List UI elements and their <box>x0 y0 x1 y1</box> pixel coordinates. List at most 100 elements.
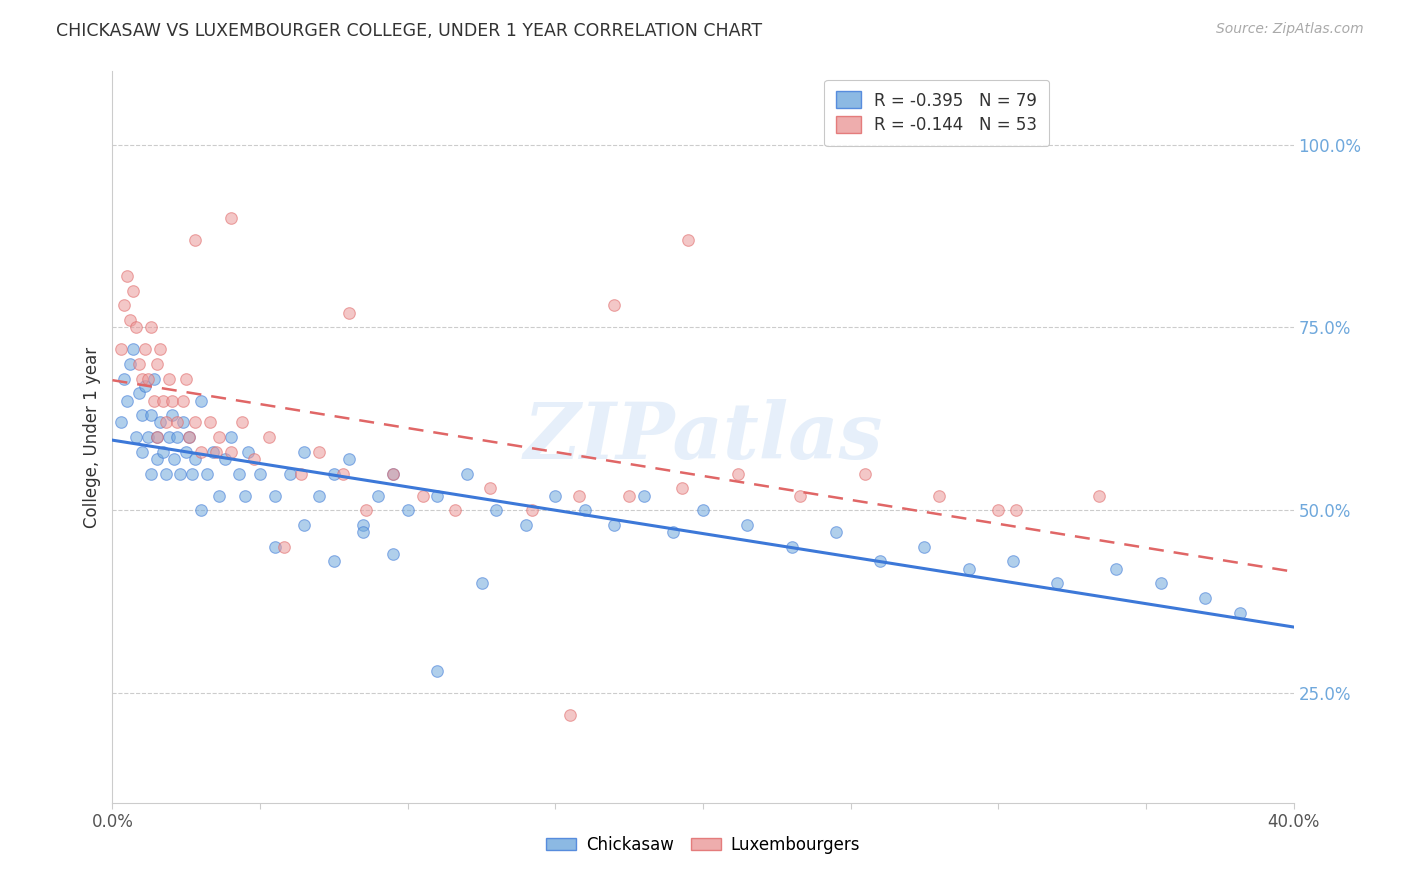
Point <box>780 540 803 554</box>
Point <box>172 393 194 408</box>
Point <box>128 386 150 401</box>
Point <box>166 416 188 430</box>
Point <box>1005 503 1028 517</box>
Point <box>179 430 201 444</box>
Text: Source: ZipAtlas.com: Source: ZipAtlas.com <box>1216 22 1364 37</box>
Point <box>824 525 846 540</box>
Point <box>149 416 172 430</box>
Point <box>195 467 218 481</box>
Point <box>139 408 162 422</box>
Point <box>382 467 405 481</box>
Point <box>155 467 177 481</box>
Point <box>444 503 467 517</box>
Point <box>166 430 188 444</box>
Point <box>131 444 153 458</box>
Point <box>411 489 433 503</box>
Point <box>323 554 346 568</box>
Point <box>201 444 224 458</box>
Point <box>219 430 242 444</box>
Point <box>163 452 186 467</box>
Point <box>662 525 685 540</box>
Point <box>337 452 360 467</box>
Point <box>160 408 183 422</box>
Point <box>160 393 183 408</box>
Point <box>238 444 260 458</box>
Point <box>181 467 204 481</box>
Point <box>190 444 212 458</box>
Point <box>1105 562 1128 576</box>
Point <box>619 489 641 503</box>
Point <box>264 489 287 503</box>
Point <box>568 489 591 503</box>
Point <box>273 540 295 554</box>
Point <box>1150 576 1173 591</box>
Point <box>139 320 162 334</box>
Point <box>869 554 891 568</box>
Point <box>1229 606 1251 620</box>
Point <box>671 481 693 495</box>
Point <box>128 357 150 371</box>
Point <box>914 540 936 554</box>
Point <box>190 393 212 408</box>
Point <box>987 503 1010 517</box>
Point <box>208 430 231 444</box>
Point <box>558 708 582 723</box>
Point <box>120 357 142 371</box>
Point <box>727 467 749 481</box>
Point <box>249 467 271 481</box>
Point <box>157 430 180 444</box>
Point <box>352 517 374 532</box>
Point <box>367 489 389 503</box>
Point <box>426 489 449 503</box>
Point <box>169 467 191 481</box>
Point <box>198 416 221 430</box>
Point <box>789 489 811 503</box>
Point <box>520 503 543 517</box>
Point <box>219 211 242 225</box>
Point <box>149 343 172 357</box>
Point <box>337 306 360 320</box>
Point <box>603 298 626 312</box>
Point <box>122 284 145 298</box>
Point <box>134 379 156 393</box>
Point <box>603 517 626 532</box>
Legend: Chickasaw, Luxembourgers: Chickasaw, Luxembourgers <box>540 829 866 860</box>
Y-axis label: College, Under 1 year: College, Under 1 year <box>83 346 101 528</box>
Point <box>205 444 228 458</box>
Point <box>172 416 194 430</box>
Point <box>157 371 180 385</box>
Point <box>515 517 537 532</box>
Point <box>131 408 153 422</box>
Point <box>152 444 174 458</box>
Point <box>134 343 156 357</box>
Point <box>323 467 346 481</box>
Point <box>117 393 138 408</box>
Point <box>332 467 354 481</box>
Point <box>131 371 153 385</box>
Point <box>479 481 502 495</box>
Point <box>146 452 169 467</box>
Text: CHICKASAW VS LUXEMBOURGER COLLEGE, UNDER 1 YEAR CORRELATION CHART: CHICKASAW VS LUXEMBOURGER COLLEGE, UNDER… <box>56 22 762 40</box>
Point <box>174 444 197 458</box>
Point <box>678 233 700 247</box>
Point <box>957 562 980 576</box>
Point <box>155 416 177 430</box>
Point <box>928 489 950 503</box>
Point <box>243 452 266 467</box>
Point <box>179 430 201 444</box>
Point <box>382 547 405 561</box>
Point <box>142 393 165 408</box>
Point <box>485 503 508 517</box>
Point <box>110 416 132 430</box>
Point <box>633 489 655 503</box>
Point <box>456 467 478 481</box>
Point <box>292 517 315 532</box>
Point <box>112 298 135 312</box>
Point <box>574 503 596 517</box>
Point <box>352 525 374 540</box>
Point <box>382 467 405 481</box>
Point <box>278 467 301 481</box>
Point <box>120 313 142 327</box>
Point <box>152 393 174 408</box>
Point <box>136 371 159 385</box>
